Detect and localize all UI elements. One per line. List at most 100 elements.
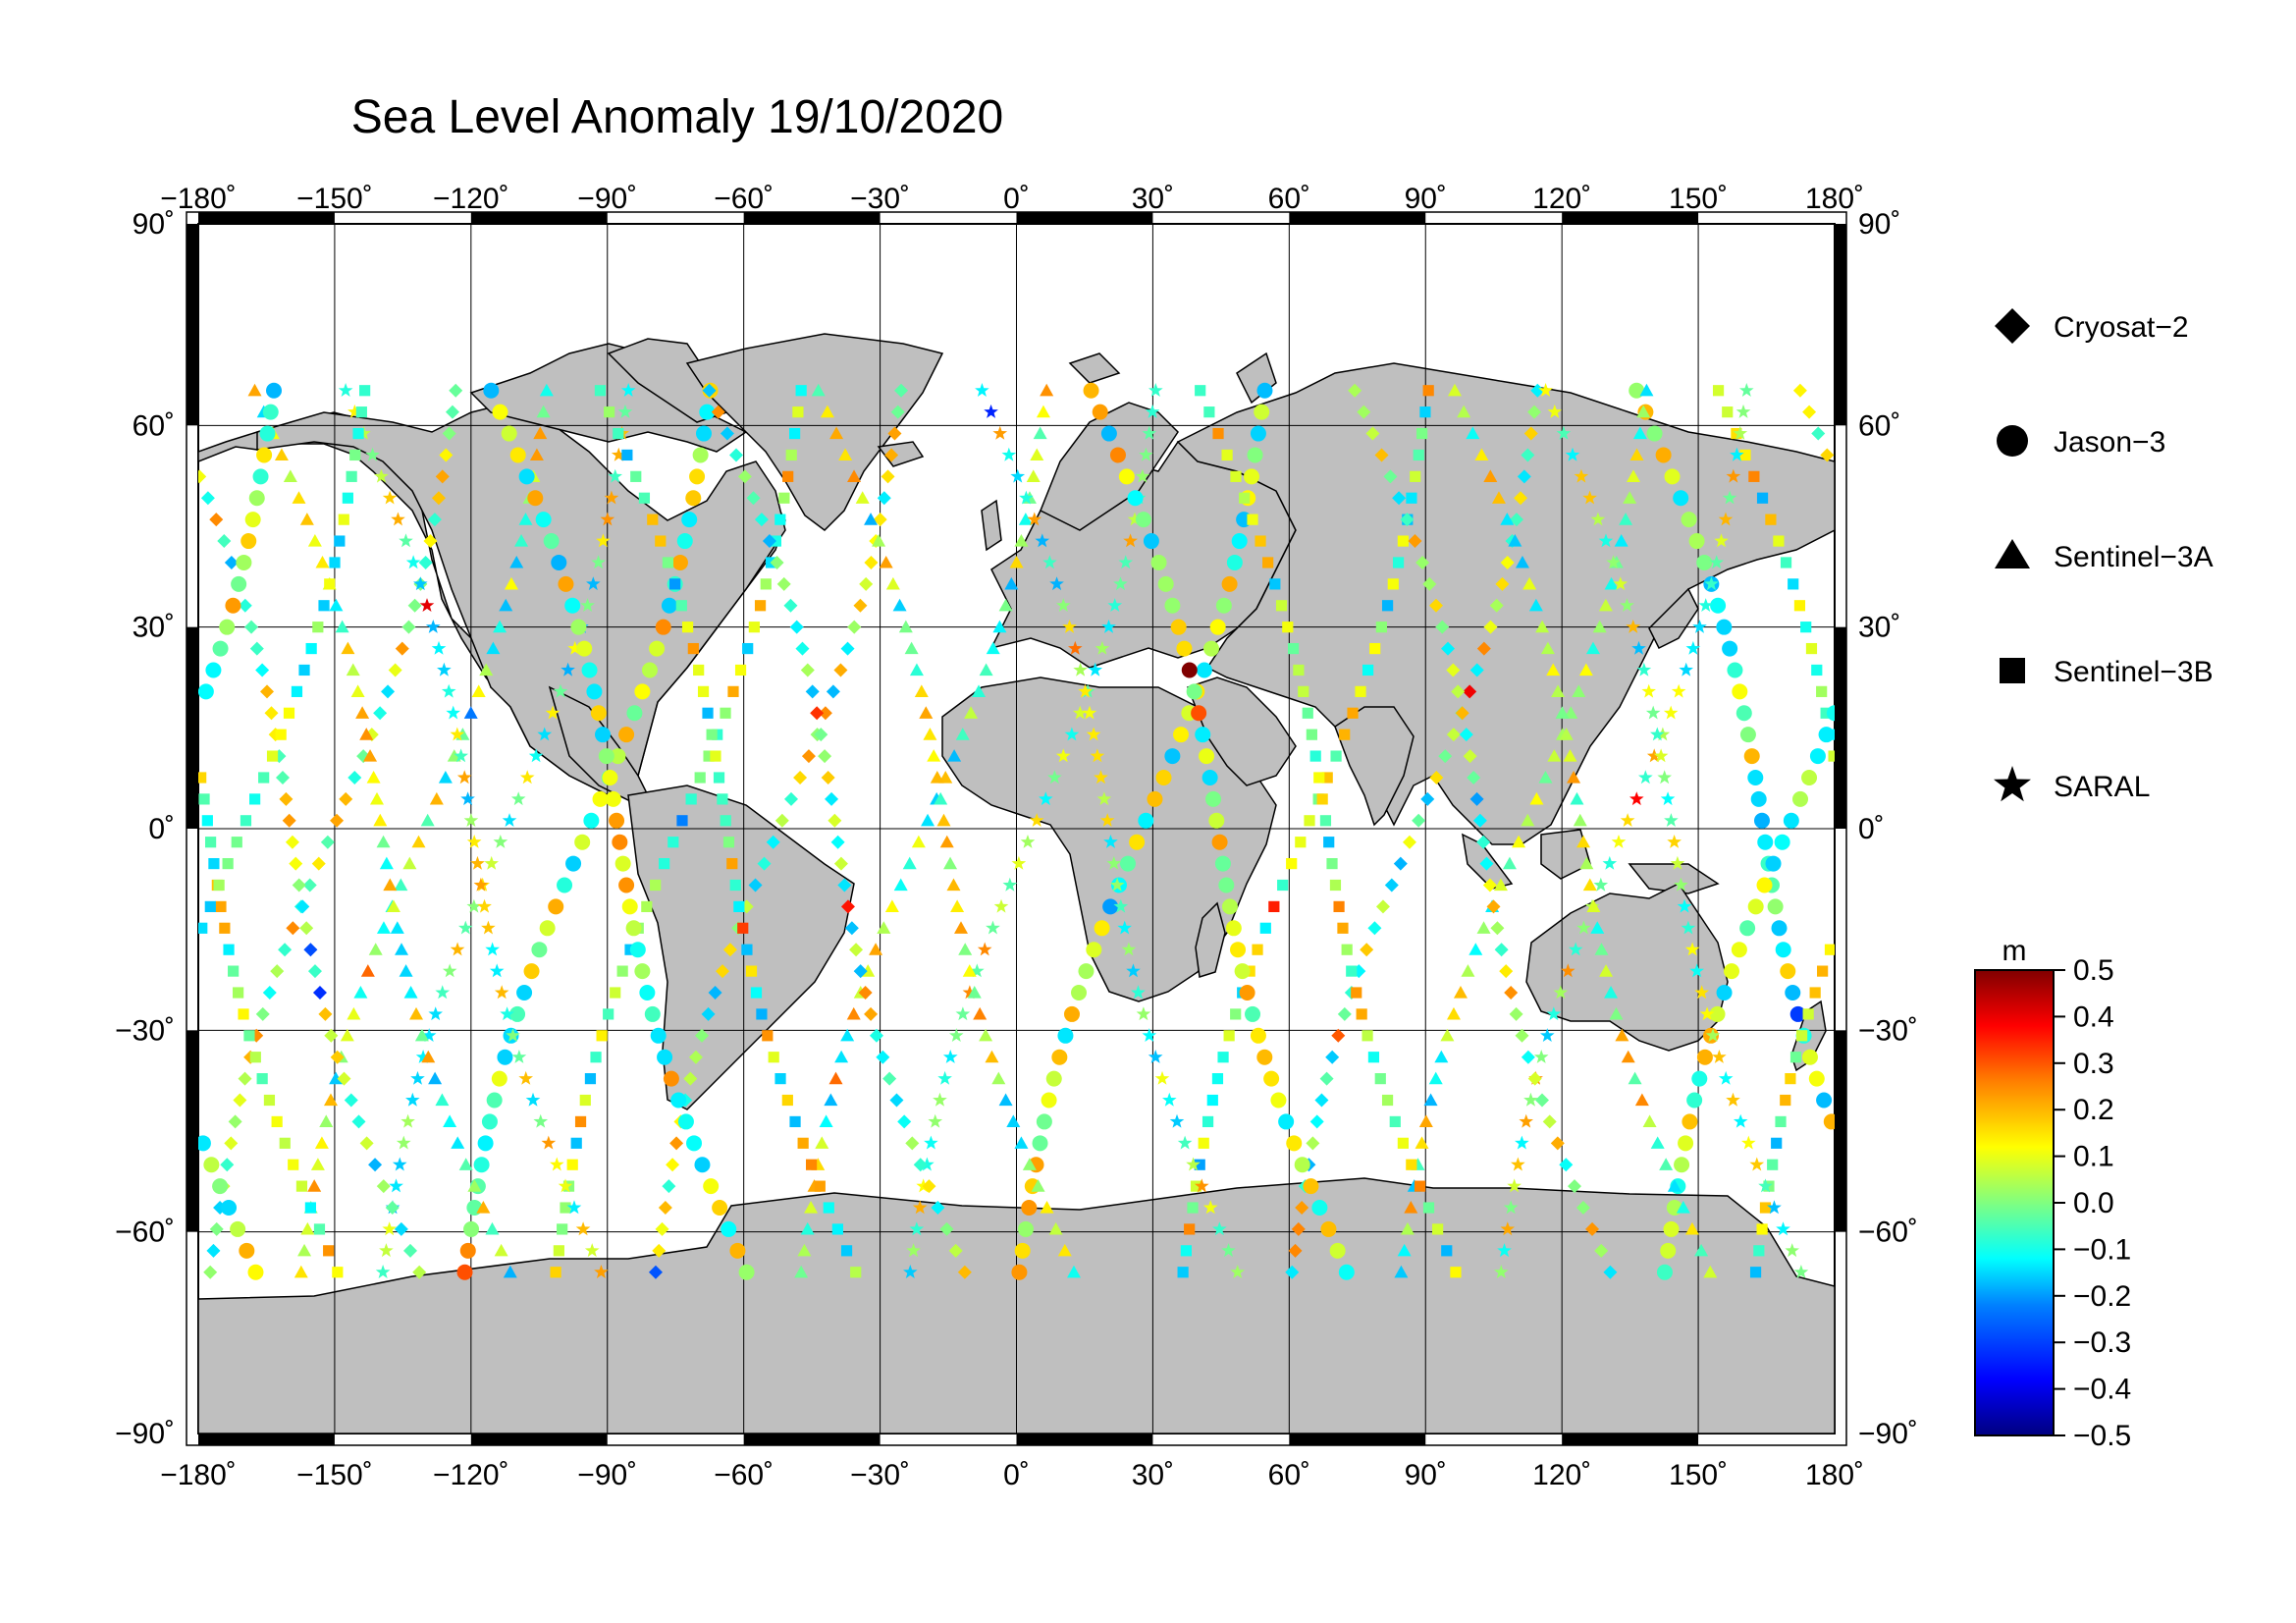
track-point bbox=[467, 1179, 482, 1192]
track-point bbox=[275, 729, 287, 740]
track-point bbox=[1753, 1245, 1765, 1257]
track-point bbox=[337, 1071, 351, 1086]
track-point bbox=[315, 555, 330, 568]
track-point bbox=[1389, 1115, 1401, 1128]
track-point bbox=[892, 598, 907, 612]
track-point bbox=[278, 943, 293, 957]
track-point bbox=[305, 642, 317, 655]
track-point bbox=[458, 920, 473, 935]
track-point bbox=[1218, 877, 1235, 893]
track-point bbox=[879, 555, 893, 568]
track-point bbox=[1428, 598, 1443, 613]
track-point bbox=[298, 664, 310, 676]
track-point bbox=[518, 513, 533, 525]
track-point bbox=[1730, 447, 1744, 461]
right-lat-tick-label: −60˚ bbox=[1858, 1217, 1918, 1249]
track-point bbox=[1138, 812, 1154, 829]
track-point bbox=[1756, 877, 1773, 893]
track-point bbox=[443, 1114, 457, 1128]
track-point bbox=[1051, 1049, 1068, 1065]
track-point bbox=[754, 513, 769, 527]
track-point bbox=[1428, 1071, 1443, 1085]
track-point bbox=[256, 1073, 268, 1085]
track-point bbox=[332, 1267, 344, 1278]
bottom-lon-tick-label: 90˚ bbox=[1405, 1459, 1447, 1491]
track-point bbox=[1030, 448, 1044, 461]
track-point bbox=[428, 1006, 443, 1021]
track-point bbox=[379, 1243, 394, 1258]
track-point bbox=[1628, 1071, 1642, 1085]
track-point bbox=[975, 383, 989, 397]
track-point bbox=[1381, 1094, 1394, 1107]
track-point bbox=[1270, 1092, 1287, 1109]
track-point bbox=[1499, 964, 1514, 979]
track-point bbox=[1319, 1071, 1334, 1086]
track-point bbox=[756, 1008, 768, 1020]
track-point bbox=[1739, 383, 1754, 397]
track-point bbox=[1262, 557, 1274, 568]
track-point bbox=[543, 533, 560, 550]
track-point bbox=[1374, 448, 1389, 462]
track-point bbox=[877, 921, 891, 934]
track-point bbox=[1195, 385, 1206, 397]
track-point bbox=[1776, 1221, 1790, 1236]
track-point bbox=[933, 1092, 947, 1107]
track-point bbox=[431, 640, 447, 655]
track-point bbox=[986, 641, 1000, 655]
track-point bbox=[1162, 1092, 1177, 1107]
track-point bbox=[1181, 662, 1198, 678]
track-point bbox=[1613, 576, 1629, 591]
track-point bbox=[260, 684, 275, 699]
track-point bbox=[286, 921, 300, 936]
track-point bbox=[1143, 533, 1159, 550]
track-point bbox=[1523, 426, 1538, 441]
track-point bbox=[1775, 1115, 1787, 1128]
track-point bbox=[1356, 1008, 1367, 1020]
track-point bbox=[391, 512, 405, 526]
borneo bbox=[1540, 829, 1591, 880]
track-point bbox=[793, 770, 808, 784]
track-point bbox=[1404, 1201, 1418, 1214]
track-point bbox=[1512, 835, 1526, 848]
track-point bbox=[958, 943, 973, 955]
track-point bbox=[1767, 1159, 1779, 1170]
track-point bbox=[905, 1136, 920, 1151]
track-point bbox=[1392, 491, 1407, 506]
track-point bbox=[1142, 1028, 1157, 1042]
track-point bbox=[1211, 834, 1228, 850]
track-point bbox=[1329, 879, 1342, 892]
track-point bbox=[936, 813, 951, 827]
track-point bbox=[693, 664, 705, 676]
track-point bbox=[586, 683, 603, 700]
track-point bbox=[466, 835, 482, 848]
track-point bbox=[1393, 856, 1408, 871]
track-point bbox=[1646, 425, 1663, 442]
track-point bbox=[1127, 490, 1144, 507]
track-point bbox=[1606, 555, 1621, 569]
track-point bbox=[1502, 856, 1517, 870]
track-point bbox=[1500, 1221, 1516, 1236]
track-point bbox=[1681, 920, 1696, 935]
track-point bbox=[894, 383, 909, 398]
track-point bbox=[608, 468, 622, 483]
track-point bbox=[1771, 1137, 1783, 1149]
track-point bbox=[405, 555, 421, 569]
track-point bbox=[1041, 1092, 1057, 1109]
track-point bbox=[1585, 1221, 1600, 1236]
track-point bbox=[1785, 985, 1801, 1001]
track-point bbox=[625, 920, 642, 937]
track-point bbox=[1655, 727, 1671, 741]
track-point bbox=[1201, 769, 1218, 785]
track-point bbox=[592, 790, 609, 807]
track-point bbox=[1049, 576, 1064, 591]
track-point bbox=[800, 663, 815, 677]
right-lat-tick-label: 0˚ bbox=[1858, 813, 1885, 845]
track-point bbox=[688, 1050, 703, 1064]
track-point bbox=[833, 856, 848, 871]
track-point bbox=[312, 986, 327, 1001]
track-point bbox=[1086, 727, 1101, 741]
left-lat-tick-label: −90˚ bbox=[115, 1418, 175, 1450]
track-point bbox=[1758, 1178, 1773, 1193]
track-point bbox=[493, 835, 508, 848]
track-point bbox=[1009, 555, 1024, 568]
